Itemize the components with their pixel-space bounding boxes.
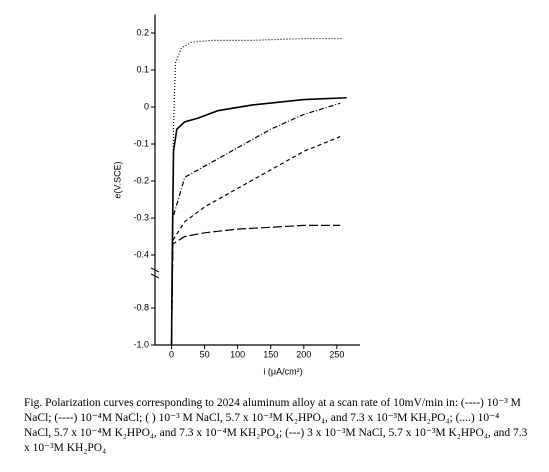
y-tick-label: -0.3 <box>133 212 149 222</box>
x-axis-label: i (μA/cm²) <box>263 366 302 376</box>
curve <box>170 136 341 346</box>
y-tick-label: -1.0 <box>133 339 149 349</box>
y-tick-label: -0.8 <box>133 302 149 312</box>
y-tick-label: 0 <box>144 101 149 111</box>
curve <box>170 37 344 346</box>
x-tick-label: 200 <box>296 349 311 359</box>
x-tick-label: 250 <box>329 349 344 359</box>
chart: e(V.SCE) i (μA/cm²) 0.2 0.1 0 -0.1 -0.2 -0.3 -… <box>112 14 360 376</box>
y-tick-label: -0.4 <box>133 249 149 259</box>
y-tick-label: -0.1 <box>133 138 149 148</box>
x-tick-label: 0 <box>169 349 174 359</box>
caption: Fig. Polarization curves corresponding t… <box>24 397 528 454</box>
curve <box>170 96 347 346</box>
y-tick-label: 0.1 <box>136 64 149 74</box>
curve <box>170 224 341 346</box>
axis-break <box>150 273 160 279</box>
y-axis-label: e(V.SCE) <box>112 161 122 198</box>
y-tick-label: 0.2 <box>136 27 149 37</box>
curve <box>170 102 341 346</box>
x-tick-label: 100 <box>230 349 245 359</box>
y-tick-label: -0.2 <box>133 175 149 185</box>
axis-break <box>150 267 160 273</box>
x-tick-label: 150 <box>263 349 278 359</box>
x-tick-label: 50 <box>200 349 210 359</box>
